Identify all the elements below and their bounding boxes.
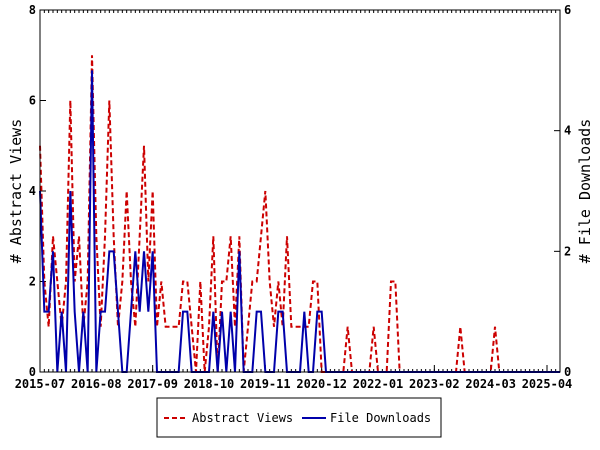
y-left-tick-label: 2	[29, 275, 36, 289]
legend: Abstract Views File Downloads	[156, 397, 442, 438]
x-tick-label: 2019-11	[240, 377, 291, 391]
y-left-tick-label: 0	[29, 365, 36, 379]
y-left-tick-label: 8	[29, 3, 36, 17]
y-right-tick-label: 0	[564, 365, 571, 379]
x-tick-label: 2020-12	[296, 377, 347, 391]
legend-box	[156, 397, 442, 438]
x-tick-label: 2023-02	[409, 377, 460, 391]
y-right-tick-label: 2	[564, 244, 571, 258]
x-tick-label: 2025-04	[522, 377, 573, 391]
x-tick-label: 2017-09	[127, 377, 178, 391]
y-right-tick-label: 6	[564, 3, 571, 17]
x-tick-label: 2016-08	[71, 377, 122, 391]
y-right-axis-title: # File Downloads	[576, 119, 594, 264]
x-tick-label: 2015-07	[15, 377, 66, 391]
y-right-tick-label: 4	[564, 124, 571, 138]
x-tick-label: 2024-03	[465, 377, 516, 391]
y-left-axis-title: # Abstract Views	[7, 119, 25, 264]
plot-background	[40, 10, 560, 372]
plot-frame	[39, 9, 561, 373]
y-left-tick-label: 6	[29, 94, 36, 108]
y-left-tick-label: 4	[29, 184, 36, 198]
x-axis-tick-labels: 2015-07 2016-08 2017-09 2018-10 2019-11 2020-…	[15, 377, 573, 391]
legend-label-file-downloads: File Downloads	[330, 411, 431, 425]
x-tick-label: 2018-10	[184, 377, 235, 391]
x-tick-label: 2022-01	[353, 377, 404, 391]
legend-label-abstract-views: Abstract Views	[192, 411, 293, 425]
